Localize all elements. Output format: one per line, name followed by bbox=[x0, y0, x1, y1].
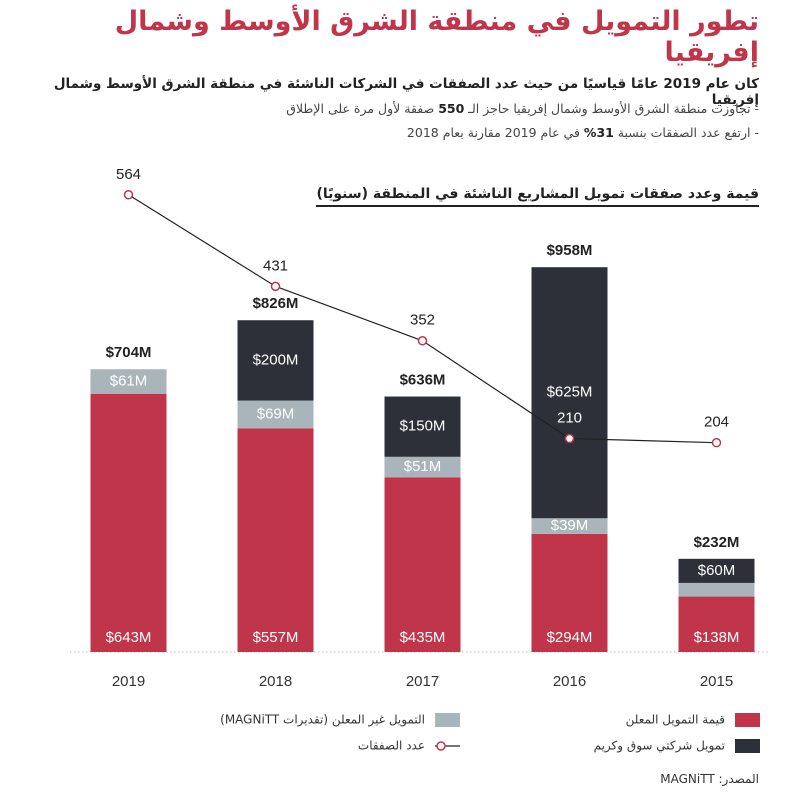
legend-swatch bbox=[735, 739, 760, 753]
bar-label: $61M bbox=[110, 372, 148, 389]
bar-segment bbox=[678, 558, 755, 583]
bar-segment bbox=[531, 518, 608, 534]
x-tick-label: 2018 bbox=[259, 673, 292, 690]
total-label: $704M bbox=[106, 344, 152, 361]
total-label: $958M bbox=[547, 242, 593, 259]
bullet-text: صفقة لأول مرة على الإطلاق bbox=[286, 101, 439, 116]
legend-label: عدد الصفقات bbox=[358, 739, 425, 753]
bar-label: $200M bbox=[253, 351, 299, 368]
legend-swatch bbox=[735, 713, 760, 727]
bullet: - تجاوزت منطقة الشرق الأوسط وشمال إفريقي… bbox=[20, 101, 759, 116]
x-tick-label: 2016 bbox=[553, 673, 586, 690]
deal-label: 204 bbox=[704, 414, 729, 431]
deal-point bbox=[123, 190, 134, 200]
total-label: $826M bbox=[253, 295, 299, 312]
bar-label: $557M bbox=[253, 629, 299, 646]
bar-segment bbox=[90, 393, 167, 652]
legend-label: تمويل شركتي سوق وكريم bbox=[594, 739, 725, 754]
title: تطور التمويل في منطقة الشرق الأوسط وشمال… bbox=[114, 6, 759, 68]
bar-label: $625M bbox=[547, 384, 593, 401]
deal-label: 352 bbox=[410, 312, 435, 329]
bar-segment bbox=[384, 477, 461, 652]
legend-label: التمويل غير المعلن (تقديرات MAGNiTT) bbox=[220, 713, 425, 728]
source: المصدر: MAGNiTT bbox=[660, 772, 759, 786]
bar-segment bbox=[237, 320, 314, 401]
bar-segment bbox=[531, 267, 608, 519]
x-tick-label: 2017 bbox=[406, 673, 439, 690]
bar-label: $435M bbox=[400, 629, 446, 646]
deal-point bbox=[417, 336, 428, 346]
bar-label: $69M bbox=[257, 405, 295, 422]
legend-marker bbox=[436, 741, 446, 751]
bar-segment bbox=[678, 596, 755, 652]
bar-label: $39M bbox=[551, 517, 589, 534]
bullet-text: في عام 2019 مقارنة بعام 2018 bbox=[406, 125, 584, 140]
bar-segment bbox=[237, 400, 314, 429]
bullet-text: - ارتفع عدد الصفقات بنسبة bbox=[613, 125, 759, 140]
deal-label: 564 bbox=[116, 166, 141, 183]
bullet-bold: 550 bbox=[438, 101, 465, 116]
bar-segment bbox=[678, 582, 755, 597]
x-tick-label: 2019 bbox=[112, 673, 145, 690]
total-label: $636M bbox=[400, 372, 446, 389]
total-label: $232M bbox=[694, 534, 740, 551]
deal-label: 431 bbox=[263, 257, 288, 274]
deal-point bbox=[270, 281, 281, 292]
bullet-bold: 31% bbox=[583, 125, 614, 140]
subtitle: كان عام 2019 عامًا قياسيًا من حيث عدد ال… bbox=[53, 76, 759, 108]
bar-segment bbox=[90, 369, 167, 394]
bar-label: $150M bbox=[400, 418, 446, 435]
bar-label: $294M bbox=[547, 629, 593, 646]
bar-segment bbox=[384, 456, 461, 478]
deal-point bbox=[711, 437, 722, 448]
bar-label: $138M bbox=[694, 629, 740, 646]
chart-title: قيمة وعدد صفقات تمويل المشاريع الناشئة ف… bbox=[316, 186, 759, 207]
legend-label: قيمة التمويل المعلن bbox=[626, 713, 725, 728]
bullet: - ارتفع عدد الصفقات بنسبة 31% في عام 201… bbox=[20, 125, 759, 140]
bar-label: $60M bbox=[698, 562, 736, 579]
bar-segment bbox=[237, 428, 314, 652]
legend-swatch bbox=[435, 713, 460, 727]
bar-label: $643M bbox=[106, 629, 152, 646]
bar-label: $51M bbox=[404, 458, 442, 475]
deal-label: 210 bbox=[557, 410, 582, 427]
bar-segment bbox=[384, 396, 461, 457]
deal-point bbox=[564, 433, 575, 444]
bar-segment bbox=[531, 533, 608, 652]
bullet-text: - تجاوزت منطقة الشرق الأوسط وشمال إفريقي… bbox=[464, 101, 759, 116]
x-tick-label: 2015 bbox=[700, 673, 733, 690]
